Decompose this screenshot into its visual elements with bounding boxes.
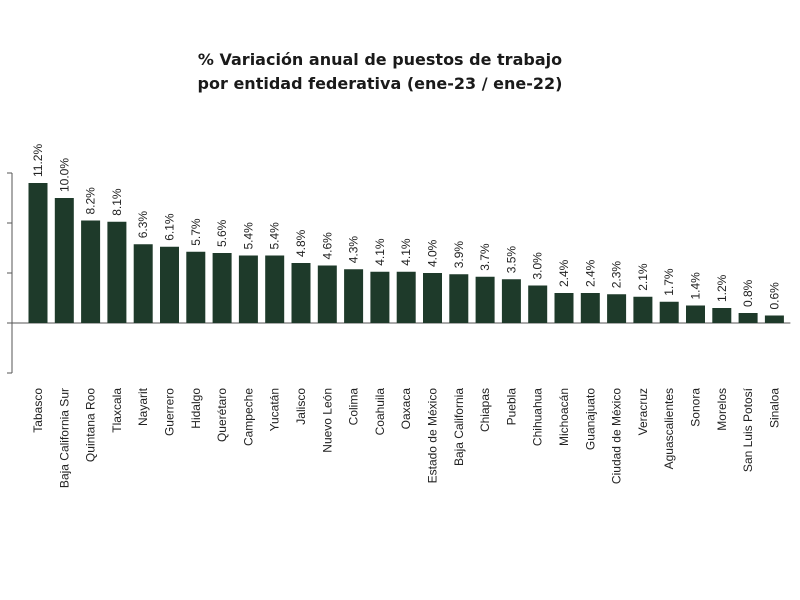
bar-18 xyxy=(475,276,495,323)
value-label-25: 1.7% xyxy=(662,268,676,296)
value-label-28: 0.8% xyxy=(741,279,755,307)
bar-12 xyxy=(317,265,337,323)
value-label-4: 8.1% xyxy=(110,188,124,216)
value-label-24: 2.1% xyxy=(636,263,650,291)
value-label-5: 6.3% xyxy=(136,211,150,239)
value-label-20: 3.0% xyxy=(531,252,545,280)
bar-9 xyxy=(238,255,258,323)
bar-21 xyxy=(554,293,574,323)
value-label-16: 4.0% xyxy=(426,239,440,267)
bar-20 xyxy=(528,285,548,323)
category-label-28: San Luis Potosí xyxy=(741,387,755,472)
value-label-12: 4.6% xyxy=(320,232,334,260)
bar-17 xyxy=(449,274,469,323)
category-label-4: Tlaxcala xyxy=(110,388,124,433)
category-label-22: Guanajuato xyxy=(583,388,597,450)
bar-13 xyxy=(344,269,364,323)
value-label-3: 8.2% xyxy=(84,187,98,215)
chart-title-line-1: % Variación anual de puestos de trabajo xyxy=(197,50,563,69)
category-label-16: Estado de México xyxy=(426,388,440,484)
bar-23 xyxy=(607,294,627,323)
value-label-27: 1.2% xyxy=(715,274,729,302)
category-label-18: Chiapas xyxy=(478,388,492,432)
category-label-1: Tabasco xyxy=(31,388,45,433)
category-label-2: Baja California Sur xyxy=(57,388,71,488)
value-label-23: 2.3% xyxy=(610,261,624,289)
value-label-15: 4.1% xyxy=(399,238,413,266)
bar-5 xyxy=(133,244,153,323)
value-label-11: 4.8% xyxy=(294,229,308,257)
category-label-23: Ciudad de México xyxy=(610,388,624,484)
category-label-29: Sinaloa xyxy=(767,388,781,428)
bar-7 xyxy=(186,251,206,323)
category-label-25: Aguascalientes xyxy=(662,388,676,469)
category-label-8: Querétaro xyxy=(215,388,229,442)
value-label-14: 4.1% xyxy=(373,238,387,266)
category-label-7: Hidalgo xyxy=(189,388,203,429)
bar-25 xyxy=(659,301,679,323)
chart-title-line-2: por entidad federativa (ene-23 / ene-22) xyxy=(197,74,563,93)
category-label-15: Oaxaca xyxy=(399,388,413,430)
value-label-17: 3.9% xyxy=(452,241,466,269)
bar-10 xyxy=(265,255,285,323)
category-label-3: Quintana Roo xyxy=(84,388,98,462)
value-label-29: 0.6% xyxy=(767,282,781,310)
bar-29 xyxy=(764,315,784,323)
bar-27 xyxy=(712,308,732,323)
category-label-24: Veracruz xyxy=(636,388,650,435)
category-label-27: Morelos xyxy=(715,388,729,431)
bar-19 xyxy=(501,279,521,323)
category-label-19: Puebla xyxy=(504,388,518,426)
bar-22 xyxy=(580,293,600,323)
category-label-12: Nuevo León xyxy=(320,388,334,453)
value-label-22: 2.4% xyxy=(583,259,597,287)
category-label-26: Sonora xyxy=(689,388,703,427)
value-label-8: 5.6% xyxy=(215,219,229,247)
bar-14 xyxy=(370,271,390,323)
category-label-10: Yucatán xyxy=(268,388,282,431)
category-label-9: Campeche xyxy=(241,388,255,446)
bar-11 xyxy=(291,263,311,323)
value-label-10: 5.4% xyxy=(268,222,282,250)
category-label-21: Michoacán xyxy=(557,388,571,446)
bar-24 xyxy=(633,296,653,323)
value-label-21: 2.4% xyxy=(557,259,571,287)
category-label-11: Jalisco xyxy=(294,388,308,425)
bar-16 xyxy=(423,273,442,323)
bar-6 xyxy=(160,246,179,323)
category-label-6: Guerrero xyxy=(163,388,177,436)
category-label-17: Baja California xyxy=(452,388,466,466)
bar-8 xyxy=(212,253,232,323)
value-label-18: 3.7% xyxy=(478,243,492,271)
category-label-14: Coahuila xyxy=(373,388,387,436)
category-label-20: Chihuahua xyxy=(531,388,545,446)
value-label-26: 1.4% xyxy=(689,272,703,300)
chart-title: % Variación anual de puestos de trabajo … xyxy=(0,48,760,96)
value-label-2: 10.0% xyxy=(57,158,71,192)
value-label-9: 5.4% xyxy=(241,222,255,250)
value-label-1: 11.2% xyxy=(31,144,45,177)
value-label-7: 5.7% xyxy=(189,218,203,246)
category-label-5: Nayarit xyxy=(136,387,150,426)
value-label-6: 6.1% xyxy=(163,213,177,241)
value-label-19: 3.5% xyxy=(504,246,518,274)
bar-1 xyxy=(28,183,48,323)
bar-28 xyxy=(738,313,758,323)
bar-2 xyxy=(54,198,74,323)
bar-4 xyxy=(107,221,127,323)
bar-3 xyxy=(81,220,101,323)
bar-26 xyxy=(686,305,705,323)
category-label-13: Colima xyxy=(347,388,361,426)
bar-15 xyxy=(396,271,416,323)
value-label-13: 4.3% xyxy=(347,236,361,264)
